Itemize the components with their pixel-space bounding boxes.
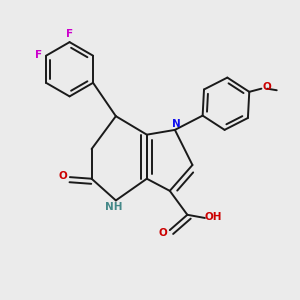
Text: OH: OH xyxy=(204,212,222,222)
Text: O: O xyxy=(263,82,272,92)
Text: N: N xyxy=(172,118,181,128)
Text: F: F xyxy=(66,29,73,39)
Text: NH: NH xyxy=(104,202,122,212)
Text: O: O xyxy=(158,228,167,238)
Text: O: O xyxy=(58,172,67,182)
Text: F: F xyxy=(34,50,42,60)
